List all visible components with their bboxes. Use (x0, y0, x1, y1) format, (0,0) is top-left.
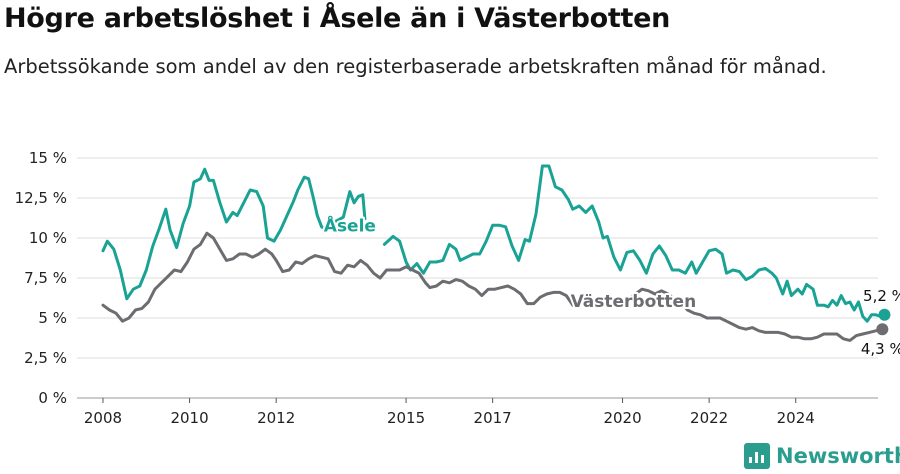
x-tick-label: 2008 (84, 409, 122, 427)
x-tick-label: 2010 (170, 409, 208, 427)
asele-series-line (382, 164, 886, 323)
vasterbotten-end-value-label: 4,3 % (861, 340, 900, 358)
y-tick-label: 10 % (29, 229, 67, 247)
y-tick-label: 12,5 % (15, 189, 67, 207)
asele-series-label: Åsele (324, 214, 376, 237)
x-tick-label: 2024 (777, 409, 815, 427)
vasterbotten-label-halo: Västerbotten (571, 292, 697, 312)
x-tick-label: 2017 (474, 409, 512, 427)
vasterbotten-series-line (627, 287, 884, 342)
x-axis: 2008 2010 2012 2015 2017 2020 2022 2024 (84, 398, 815, 427)
y-tick-label: 0 % (38, 389, 67, 407)
gridlines (77, 157, 878, 399)
y-tick-label: 15 % (29, 149, 67, 167)
vasterbotten-series-label: Västerbotten (571, 292, 697, 312)
y-axis-ticks: 0 % 2,5 % 5 % 7,5 % 10 % 12,5 % 15 % (15, 149, 67, 407)
y-tick-label: 7,5 % (24, 269, 67, 287)
asele-end-value-label: 5,2 % (863, 287, 900, 305)
chart-subtitle: Arbetssökande som andel av den registerb… (4, 55, 827, 78)
brand-name: Newsworthy (776, 444, 900, 468)
x-tick-label: 2022 (690, 409, 728, 427)
bar-chart-logo-icon (744, 443, 770, 469)
asele-label-halo: Åsele (324, 214, 376, 237)
x-tick-label: 2012 (257, 409, 295, 427)
series-lines (101, 164, 891, 342)
y-tick-label: 2,5 % (24, 349, 67, 367)
asele-series-line (101, 167, 367, 301)
vasterbotten-end-marker (876, 323, 889, 336)
vasterbotten-series-line (101, 231, 581, 323)
x-tick-label: 2015 (387, 409, 425, 427)
y-tick-label: 5 % (38, 309, 67, 327)
asele-end-marker (878, 308, 891, 321)
x-tick-label: 2020 (603, 409, 641, 427)
newsworthy-logo: Newsworthy (744, 441, 900, 471)
chart-title: Högre arbetslöshet i Åsele än i Västerbo… (4, 3, 671, 34)
